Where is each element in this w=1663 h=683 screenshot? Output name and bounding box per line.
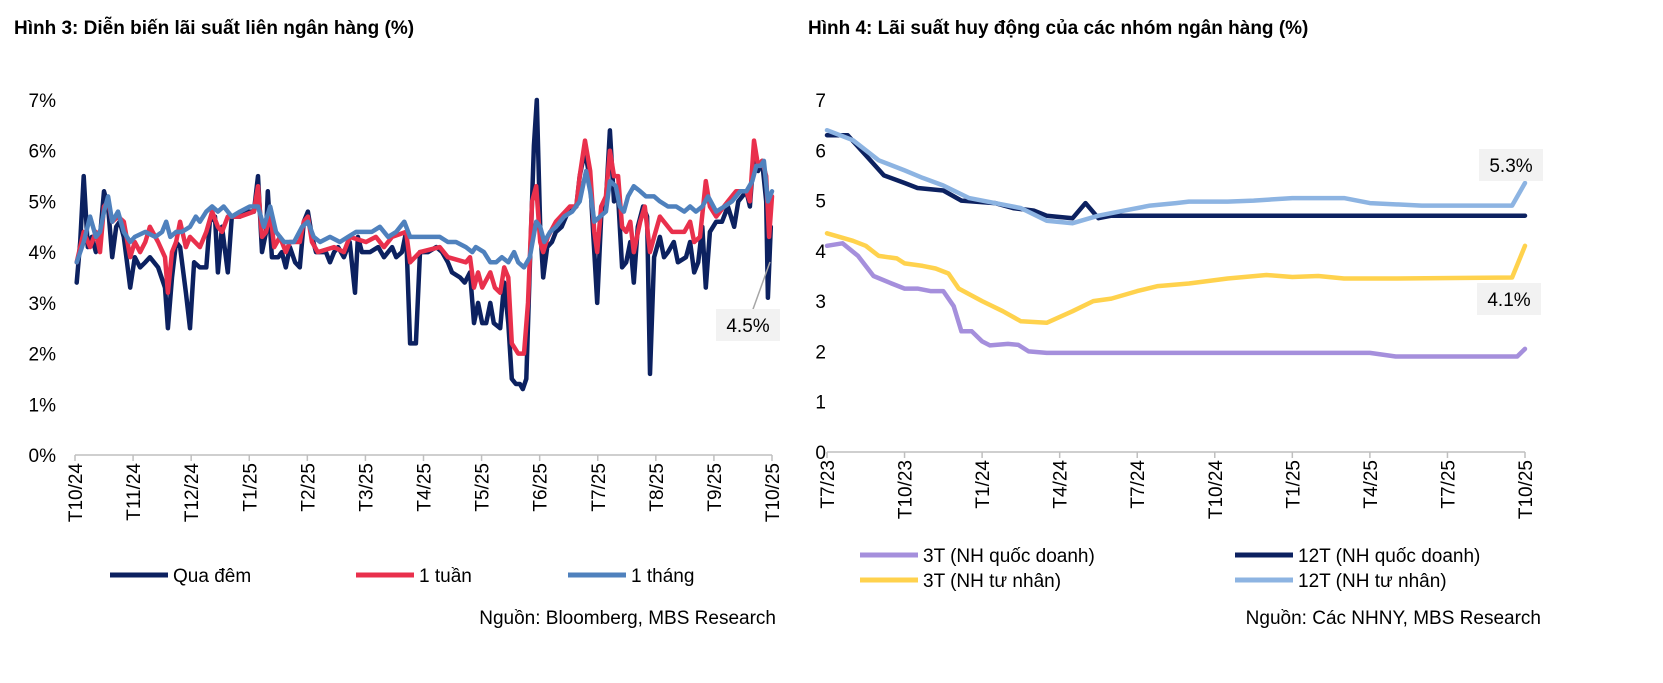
y-tick-label: 1% xyxy=(29,395,57,416)
plot-area xyxy=(824,127,1528,359)
x-tick-label: T5/25 xyxy=(473,463,494,512)
chart-deposit-rates: Hình 4: Lãi suất huy động của các nhóm n… xyxy=(808,18,1543,629)
y-tick-label: 1 xyxy=(815,393,826,414)
y-tick-label: 3% xyxy=(29,294,57,315)
series-line-1 xyxy=(74,138,775,356)
legend-item: 12T (NH quốc doanh) xyxy=(1235,546,1480,567)
y-tick-label: 0% xyxy=(29,446,57,467)
source-note: Nguồn: Các NHNY, MBS Research xyxy=(1246,608,1541,629)
annotation-label: 4.5% xyxy=(726,316,769,337)
legend-label: 1 tuần xyxy=(419,566,472,587)
x-tick-label: T1/24 xyxy=(973,460,994,509)
x-tick-label: T7/24 xyxy=(1128,460,1149,509)
chart-title: Hình 4: Lãi suất huy động của các nhóm n… xyxy=(808,18,1308,39)
legend-item: 3T (NH tư nhân) xyxy=(860,571,1061,592)
x-tick-label: T11/24 xyxy=(124,463,145,521)
y-tick-label: 4 xyxy=(815,242,826,263)
series-line-2 xyxy=(74,158,775,270)
legend-label: Qua đêm xyxy=(173,566,251,587)
y-tick-label: 3 xyxy=(815,292,826,313)
y-tick-label: 7% xyxy=(29,91,57,112)
series-line-0 xyxy=(824,241,1528,359)
legend-item: 1 tuần xyxy=(356,566,472,587)
annotation-box xyxy=(716,309,780,341)
y-tick-label: 6 xyxy=(815,141,826,162)
x-tick-label: T1/25 xyxy=(240,463,261,512)
annotation-label: 4.1% xyxy=(1487,290,1530,311)
x-tick-label: T9/25 xyxy=(705,463,726,512)
legend-label: 3T (NH tư nhân) xyxy=(923,571,1061,592)
legend-item: 3T (NH quốc doanh) xyxy=(860,546,1095,567)
x-tick-label: T4/24 xyxy=(1051,460,1072,509)
legend: Qua đêm 1 tuần 1 tháng xyxy=(110,566,694,587)
legend-label: 12T (NH tư nhân) xyxy=(1298,571,1447,592)
legend-label: 12T (NH quốc doanh) xyxy=(1298,546,1480,567)
y-axis-ticks: 0% 1% 2% 3% 4% 5% 6% 7% xyxy=(29,91,57,467)
x-tick-label: T7/23 xyxy=(818,460,839,509)
x-tick-label: T3/25 xyxy=(356,463,377,512)
x-axis-ticks: T7/23 T10/23 T1/24 T4/24 T7/24 T10/24 T1/25 T4/… xyxy=(818,452,1537,519)
x-tick-label: T2/25 xyxy=(298,463,319,512)
y-tick-label: 6% xyxy=(29,142,57,163)
x-tick-label: T10/25 xyxy=(1516,460,1537,519)
x-tick-label: T7/25 xyxy=(589,463,610,512)
legend: 3T (NH quốc doanh) 12T (NH quốc doanh) 3… xyxy=(860,546,1480,592)
legend-item: 12T (NH tư nhân) xyxy=(1235,571,1447,592)
source-note: Nguồn: Bloomberg, MBS Research xyxy=(479,608,776,629)
annotation-box xyxy=(1479,149,1543,181)
y-tick-label: 4% xyxy=(29,243,57,264)
legend-label: 3T (NH quốc doanh) xyxy=(923,546,1095,567)
x-tick-label: T10/23 xyxy=(896,460,917,519)
annotation-label: 5.3% xyxy=(1489,156,1532,177)
x-tick-label: T10/24 xyxy=(66,463,87,523)
x-tick-label: T4/25 xyxy=(1361,460,1382,509)
x-axis-ticks: T10/24 T11/24 T12/24 T1/25 T2/25 T3/25 T4/25 T5… xyxy=(66,455,784,522)
series-line-0 xyxy=(74,97,774,392)
y-tick-label: 5% xyxy=(29,192,57,213)
x-tick-label: T4/25 xyxy=(415,463,436,512)
x-tick-label: T8/25 xyxy=(647,463,668,512)
chart-interbank-rates: Hình 3: Diễn biến lãi suất liên ngân hàn… xyxy=(14,17,784,629)
x-tick-label: T10/25 xyxy=(763,463,784,522)
x-tick-label: T12/24 xyxy=(182,463,203,523)
y-tick-label: 7 xyxy=(815,91,826,112)
annotation-leader-line xyxy=(751,261,771,313)
plot-area xyxy=(74,97,775,392)
y-tick-label: 2 xyxy=(815,342,826,363)
x-tick-label: T7/25 xyxy=(1438,460,1459,509)
y-tick-label: 2% xyxy=(29,345,57,366)
series-line-2 xyxy=(824,231,1528,326)
x-tick-label: T1/25 xyxy=(1283,460,1304,509)
y-axis-ticks: 0 1 2 3 4 5 6 7 xyxy=(815,91,826,464)
chart-title: Hình 3: Diễn biến lãi suất liên ngân hàn… xyxy=(14,17,414,39)
y-tick-label: 5 xyxy=(815,192,826,213)
y-tick-label: 0 xyxy=(815,443,826,464)
legend-label: 1 tháng xyxy=(631,566,694,587)
series-line-3 xyxy=(824,127,1528,226)
x-tick-label: T6/25 xyxy=(531,463,552,512)
legend-item: Qua đêm xyxy=(110,566,251,587)
legend-item: 1 tháng xyxy=(568,566,694,587)
annotation-box xyxy=(1477,283,1541,315)
x-tick-label: T10/24 xyxy=(1206,460,1227,520)
